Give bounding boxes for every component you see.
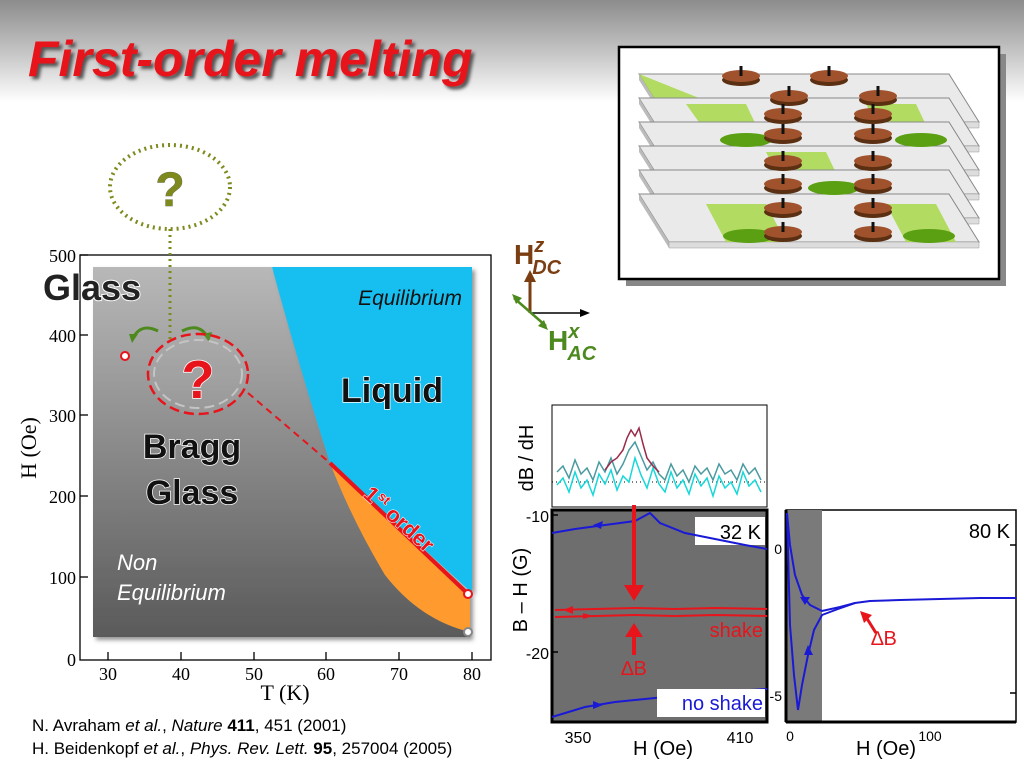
field-axes: Hz DC Hx AC [512,235,597,365]
x-tick-label: 60 [317,664,335,684]
plot-80k: 80 K ∆B 0 -5 0 100 H (Oe) [770,509,1017,760]
y-tick-label: 400 [49,326,76,346]
x-tick-32k: 350 [565,730,592,747]
x-tick-80k: 0 [786,728,794,744]
temp-box-32k [695,517,765,545]
x-tick-32k: 410 [727,730,754,747]
references: N. Avraham et al., Nature 411, 451 (2001… [32,714,452,760]
curve-80k-down [786,512,1016,613]
x-tick-80k: 100 [918,728,942,744]
phase-ticks [80,254,473,660]
reference-1: N. Avraham et al., Nature 411, 451 (2001… [32,716,347,735]
y-axis-label: H (Oe) [16,417,41,479]
y-tick-label: 0 [67,650,76,670]
reference-2: H. Beidenkopf et al., Phys. Rev. Lett. 9… [32,739,453,758]
y-tick-32k: -20 [526,646,549,663]
bragg-glass-label-line2: Glass [146,474,239,512]
vortex-bottoms [720,133,955,243]
y-tick-label: 200 [49,487,76,507]
dbdh-trace-cyan [556,455,762,499]
x-tick-label: 30 [99,664,117,684]
y-tick-32k: -10 [526,509,549,526]
derivative-plot: dB / dH [516,404,768,508]
plot-32k: 32 K ∆B shake no shake -10 -20 350 410 H… [510,505,769,760]
shaded-region-80k [786,510,822,722]
glass-question-circle [108,143,232,231]
liquid-label: Liquid [341,372,443,410]
bragg-question-mark: ? [182,350,215,410]
layer-stack [638,73,980,249]
h-ac-label: Hx AC [548,321,597,365]
liquid-region [272,267,472,593]
h-dc-label: Hz DC [514,235,562,279]
y-tick-80k: 0 [774,541,782,557]
delta-b-label-80k: ∆B [871,628,897,650]
glass-marker [120,351,130,361]
shake-label: shake [710,620,763,642]
y-tick-label: 100 [49,568,76,588]
temp-label-80k: 80 K [969,521,1011,543]
x-axis-label: T (K) [260,680,309,705]
x-label-32k: H (Oe) [633,738,693,760]
dbdh-trace-red [604,425,660,473]
x-tick-label: 80 [463,664,481,684]
vortex-discs [722,66,897,242]
curve-80k-up [786,512,856,711]
bragg-question-circle [146,332,250,416]
equilibrium-label: Equilibrium [358,287,462,310]
first-order-line [328,461,470,596]
x-label-80k: H (Oe) [856,738,916,760]
non-equilibrium-label-line1: Non [117,550,157,575]
endpoint-marker-gray [463,627,473,637]
dbdh-trace-teal [556,440,762,484]
y-tick-label: 500 [49,246,76,266]
slide-title: First-order melting [28,31,473,87]
glass-label: Glass [43,267,141,308]
x-tick-label: 50 [245,664,263,684]
bragg-glass-label-line1: Bragg [143,428,241,466]
no-shake-label: no shake [682,693,763,715]
dashed-connector [247,392,331,464]
y-tick-80k: -5 [770,688,782,704]
curve-32k-shake-upper [554,606,768,611]
supercooled-region [330,463,470,632]
glass-question-mark: ? [155,164,184,217]
dbdh-y-label: dB / dH [516,425,538,492]
x-tick-label: 40 [172,664,190,684]
y-label-32k: B – H (G) [510,548,532,632]
vortex-layers-illustration [617,45,1006,286]
x-tick-label: 70 [390,664,408,684]
curve-32k-top [551,511,768,550]
y-tick-label: 300 [49,406,76,426]
endpoint-marker [463,589,473,599]
temp-label-32k: 32 K [720,522,762,544]
delta-b-label-32k: ∆B [621,658,647,680]
non-equilibrium-label-line2: Equilibrium [117,580,226,605]
